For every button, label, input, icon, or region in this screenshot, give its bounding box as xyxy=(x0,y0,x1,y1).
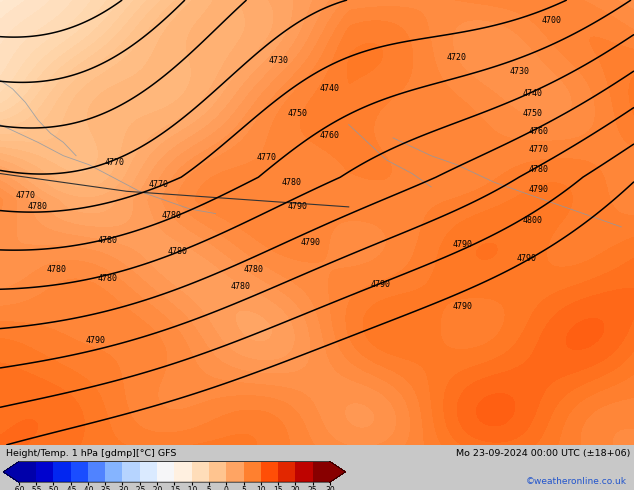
Text: Mo 23-09-2024 00:00 UTC (±18+06): Mo 23-09-2024 00:00 UTC (±18+06) xyxy=(456,449,631,458)
Text: 4760: 4760 xyxy=(320,131,340,140)
Text: 4740: 4740 xyxy=(320,84,340,94)
Text: 4740: 4740 xyxy=(522,89,543,98)
Text: 4770: 4770 xyxy=(104,158,124,167)
Text: 4790: 4790 xyxy=(529,185,549,194)
Text: 4760: 4760 xyxy=(529,127,549,136)
Text: 4770: 4770 xyxy=(15,191,36,200)
Text: 4770: 4770 xyxy=(148,180,169,189)
Text: 4800: 4800 xyxy=(522,216,543,225)
Text: 4780: 4780 xyxy=(47,265,67,274)
Text: 4730: 4730 xyxy=(269,55,289,65)
Text: 4790: 4790 xyxy=(370,280,391,289)
Text: 4780: 4780 xyxy=(98,273,118,283)
Text: Height/Temp. 1 hPa [gdmp][°C] GFS: Height/Temp. 1 hPa [gdmp][°C] GFS xyxy=(6,449,177,458)
Text: 4790: 4790 xyxy=(85,336,105,345)
Text: 4780: 4780 xyxy=(243,265,264,274)
Text: 4780: 4780 xyxy=(98,236,118,245)
Text: 4780: 4780 xyxy=(161,211,181,220)
Text: 4790: 4790 xyxy=(288,202,308,211)
Text: 4700: 4700 xyxy=(541,16,562,24)
Text: 4780: 4780 xyxy=(28,202,48,211)
Text: ©weatheronline.co.uk: ©weatheronline.co.uk xyxy=(526,477,626,486)
Text: 4730: 4730 xyxy=(510,67,530,75)
Text: 4790: 4790 xyxy=(453,240,473,249)
Text: 4790: 4790 xyxy=(301,238,321,247)
Text: 4790: 4790 xyxy=(516,253,536,263)
Text: 4720: 4720 xyxy=(446,53,467,62)
Text: 4770: 4770 xyxy=(256,153,276,163)
Text: 4780: 4780 xyxy=(167,247,188,256)
Text: 4780: 4780 xyxy=(529,165,549,173)
Text: 4750: 4750 xyxy=(288,109,308,118)
Text: 4750: 4750 xyxy=(522,109,543,118)
Text: 4790: 4790 xyxy=(453,302,473,312)
PathPatch shape xyxy=(330,462,346,482)
Text: 4770: 4770 xyxy=(529,145,549,153)
Text: 4780: 4780 xyxy=(231,282,251,292)
Text: 4780: 4780 xyxy=(281,178,302,187)
PathPatch shape xyxy=(3,462,19,482)
